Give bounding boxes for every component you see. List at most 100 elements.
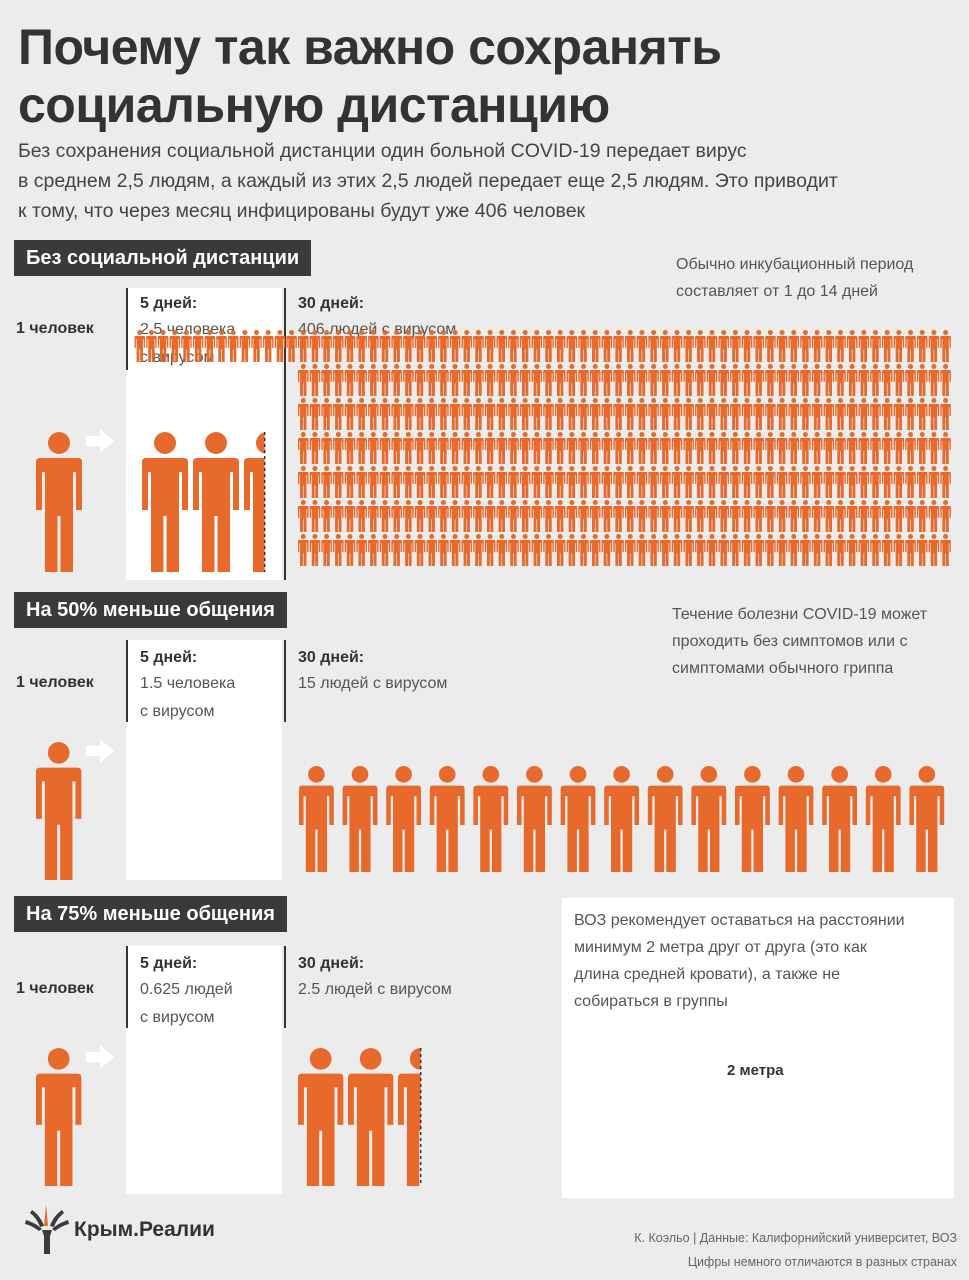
person-icon bbox=[298, 398, 309, 430]
section-heading-50-percent: На 50% меньше общения bbox=[14, 592, 287, 628]
title-line-1: Почему так важно сохранять bbox=[18, 19, 722, 75]
person-icon bbox=[321, 330, 332, 362]
person-icon bbox=[438, 500, 449, 532]
person-icon bbox=[426, 534, 437, 566]
day5-info: 5 дней: 1.5 человека с вирусом bbox=[140, 646, 235, 726]
person-icon bbox=[893, 432, 905, 464]
arrow-right-icon bbox=[86, 1045, 114, 1069]
person-icon bbox=[870, 432, 881, 464]
person-icon bbox=[461, 466, 473, 498]
person-icon bbox=[403, 330, 414, 362]
person-icon bbox=[846, 500, 858, 532]
person-icon bbox=[414, 500, 426, 532]
credit-line: К. Коэльо | Данные: Калифорнийский униве… bbox=[634, 1231, 957, 1245]
person-icon bbox=[811, 330, 823, 362]
person-icon bbox=[683, 432, 694, 464]
person-icon bbox=[765, 500, 776, 532]
person-icon bbox=[379, 466, 391, 498]
day30-info: 30 дней: 2.5 людей с вирусом bbox=[298, 952, 452, 1004]
person-icon bbox=[449, 534, 461, 566]
person-icon bbox=[695, 432, 706, 464]
person-icon bbox=[519, 398, 531, 430]
person-icon bbox=[753, 364, 764, 396]
person-icon bbox=[438, 432, 449, 464]
person-icon bbox=[741, 398, 753, 430]
person-icon bbox=[741, 432, 753, 464]
person-icon bbox=[800, 398, 811, 430]
person-icon bbox=[484, 364, 496, 396]
person-icon bbox=[613, 534, 624, 566]
person-icon bbox=[496, 330, 508, 362]
note-who: ВОЗ рекомендует оставаться на расстоянии… bbox=[574, 907, 905, 1015]
person-icon bbox=[858, 534, 870, 566]
person-icon bbox=[379, 534, 391, 566]
person-icon bbox=[333, 330, 344, 362]
person-icon bbox=[543, 466, 554, 498]
person-icon bbox=[368, 500, 379, 532]
person-icon bbox=[881, 534, 893, 566]
person-icon bbox=[429, 766, 465, 872]
person-icon bbox=[566, 330, 578, 362]
person-icon bbox=[776, 330, 788, 362]
person-icon bbox=[881, 398, 893, 430]
person-icon bbox=[928, 398, 940, 430]
brand-name: Крым.Реалии bbox=[74, 1218, 215, 1241]
person-icon bbox=[718, 432, 729, 464]
person-icon bbox=[386, 766, 422, 872]
person-icon bbox=[356, 466, 367, 498]
person-icon bbox=[648, 432, 659, 464]
person-icon bbox=[823, 466, 835, 498]
person-icon bbox=[835, 466, 846, 498]
person-icon bbox=[426, 432, 437, 464]
person-icon bbox=[473, 766, 509, 872]
person-icon bbox=[730, 500, 741, 532]
person-icon bbox=[811, 500, 823, 532]
person-icon bbox=[519, 432, 531, 464]
person-icon bbox=[765, 364, 776, 396]
person-icon bbox=[846, 364, 858, 396]
page-title: Почему так важно сохранять социальную ди… bbox=[18, 18, 722, 134]
person-icon bbox=[671, 432, 683, 464]
person-icon bbox=[835, 364, 846, 396]
person-icon bbox=[391, 500, 402, 532]
person-icon bbox=[589, 466, 601, 498]
person-icon bbox=[461, 364, 473, 396]
person-icon bbox=[636, 466, 648, 498]
divider bbox=[284, 288, 286, 580]
person-icon bbox=[298, 432, 309, 464]
person-icon bbox=[695, 500, 706, 532]
person-icon bbox=[344, 330, 356, 362]
day5-line: 1.5 человека bbox=[140, 675, 236, 692]
day5-line: 0.625 людей bbox=[140, 981, 233, 998]
person-icon bbox=[531, 398, 543, 430]
person-icon bbox=[625, 466, 636, 498]
person-icon bbox=[788, 364, 800, 396]
person-icon bbox=[671, 398, 683, 430]
person-icon bbox=[741, 364, 753, 396]
person-icon bbox=[695, 466, 706, 498]
person-icon bbox=[706, 534, 718, 566]
person-icon bbox=[543, 534, 554, 566]
person-icon bbox=[368, 364, 379, 396]
person-icon bbox=[554, 466, 566, 498]
person-icon bbox=[333, 500, 344, 532]
person-icon bbox=[309, 398, 321, 430]
person-icon bbox=[344, 500, 356, 532]
person-icon bbox=[718, 364, 729, 396]
person-icon bbox=[881, 432, 893, 464]
person-icon bbox=[846, 466, 858, 498]
person-icon bbox=[765, 398, 776, 430]
person-icon bbox=[298, 534, 309, 566]
person-icon bbox=[578, 466, 589, 498]
person-icon bbox=[414, 330, 426, 362]
person-icon bbox=[671, 330, 683, 362]
person-icon bbox=[870, 330, 881, 362]
person-icon bbox=[718, 500, 729, 532]
person-icon bbox=[321, 466, 332, 498]
person-icon bbox=[368, 466, 379, 498]
person-icon bbox=[344, 398, 356, 430]
person-icon bbox=[531, 330, 543, 362]
person-icon bbox=[496, 432, 508, 464]
person-icon bbox=[554, 432, 566, 464]
person-icon bbox=[508, 466, 519, 498]
